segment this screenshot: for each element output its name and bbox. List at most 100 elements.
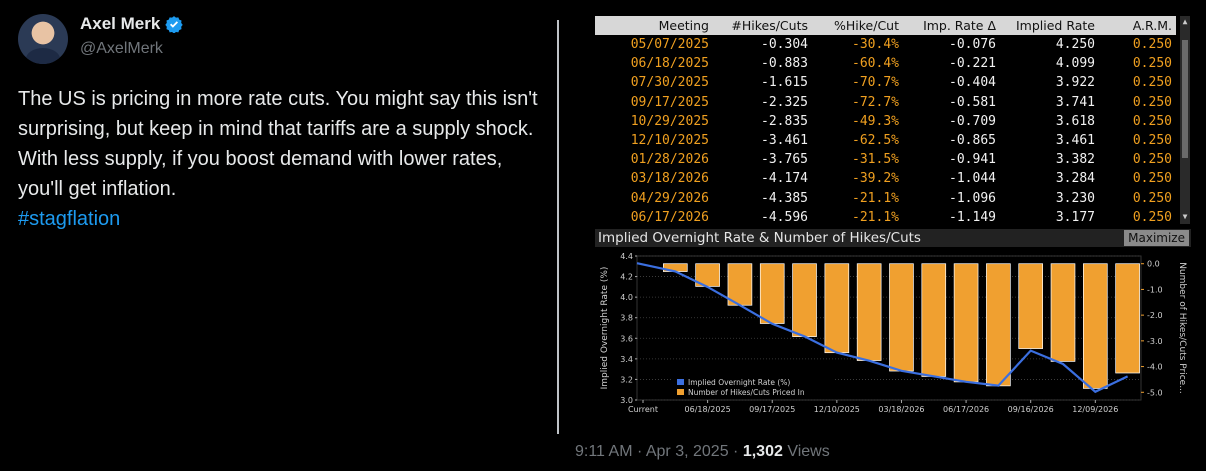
avatar[interactable] [18, 14, 68, 64]
table-cell: -4.596 [761, 209, 808, 225]
table-cell: -0.941 [949, 152, 996, 168]
table-cell: -21.1% [852, 190, 899, 206]
table-cell: 3.741 [1055, 94, 1095, 110]
column-header[interactable]: A.R.M. [1132, 18, 1172, 33]
column-header[interactable]: Imp. Rate Δ [923, 18, 996, 33]
table-cell: 0.250 [1132, 94, 1172, 110]
bar [1083, 263, 1108, 389]
y-right-tick-label: -1.0 [1147, 285, 1163, 294]
table-cell: 05/07/2025 [630, 37, 709, 53]
table-cell: -0.404 [949, 75, 996, 91]
hashtag-link[interactable]: #stagflation [18, 208, 121, 230]
table-cell: -3.765 [761, 152, 808, 168]
bar [953, 263, 979, 383]
table-cell: 3.618 [1055, 113, 1095, 129]
y-tick-label: 3.0 [620, 396, 633, 405]
y-right-axis-label: Number of Hikes/Cuts Price... [1177, 262, 1187, 394]
bar [824, 263, 850, 354]
table-cell: -39.2% [852, 171, 899, 187]
table-cell: 04/29/2026 [630, 190, 709, 206]
tweet-text: The US is pricing in more rate cuts. You… [18, 84, 538, 234]
scrollbar-thumb[interactable] [1182, 40, 1188, 158]
table-cell: -4.174 [761, 171, 808, 187]
tweet-date[interactable]: Apr 3, 2025 [645, 443, 729, 460]
table-row[interactable]: 12/10/2025 -3.461 -62.5% -0.865 3.461 0.250 [595, 131, 1176, 150]
table-cell: -1.096 [949, 190, 996, 206]
x-tick-label: 06/18/2025 [685, 405, 731, 414]
meta-separator: · [733, 443, 739, 460]
table-cell: 0.250 [1132, 113, 1172, 129]
y-tick-label: 3.4 [620, 355, 633, 364]
bar [759, 263, 785, 324]
scroll-up-icon[interactable]: ▲ [1182, 17, 1188, 26]
legend-swatch-line [677, 379, 684, 385]
y-right-tick-label: -5.0 [1147, 388, 1163, 397]
bar [986, 263, 1011, 387]
legend-label-line: Implied Overnight Rate (%) [688, 378, 790, 387]
y-tick-label: 3.2 [620, 375, 633, 384]
tweet-meta: 9:11 AM · Apr 3, 2025 · 1,302 Views [575, 443, 830, 461]
rates-table: 05/07/2025 -0.304 -30.4% -0.076 4.250 0.250 06… [595, 35, 1176, 226]
x-tick-label: 09/16/2026 [1008, 405, 1054, 414]
bar [792, 263, 817, 337]
column-header[interactable]: %Hike/Cut [834, 18, 899, 33]
column-header[interactable]: #Hikes/Cuts [731, 18, 808, 33]
views-count: 1,302 [742, 443, 783, 460]
table-row[interactable]: 06/18/2025 -0.883 -60.4% -0.221 4.099 0.250 [595, 54, 1176, 73]
table-cell: 03/18/2026 [630, 171, 709, 187]
table-row[interactable]: 01/28/2026 -3.765 -31.5% -0.941 3.382 0.250 [595, 150, 1176, 169]
table-cell: -31.5% [852, 152, 899, 168]
table-cell: 0.250 [1132, 209, 1172, 225]
bar [1050, 263, 1076, 362]
attached-image[interactable]: Meeting #Hikes/Cuts %Hike/Cut Imp. Rate Δ Im… [579, 14, 1194, 420]
views-label: Views [787, 443, 830, 460]
maximize-button[interactable]: Maximize [1124, 230, 1189, 246]
table-cell: -49.3% [852, 113, 899, 129]
scroll-down-icon[interactable]: ▼ [1182, 212, 1188, 221]
table-cell: -0.221 [949, 56, 996, 72]
table-cell: -3.461 [761, 133, 808, 149]
table-cell: 0.250 [1132, 37, 1172, 53]
table-cell: 0.250 [1132, 133, 1172, 149]
table-cell: -60.4% [852, 56, 899, 72]
table-cell: 06/17/2026 [630, 209, 709, 225]
y-tick-label: 3.6 [620, 334, 633, 343]
x-tick-label: 06/17/2026 [943, 405, 989, 414]
table-header: Meeting #Hikes/Cuts %Hike/Cut Imp. Rate Δ Im… [595, 16, 1176, 35]
bar [727, 263, 753, 306]
table-row[interactable]: 03/18/2026 -4.174 -39.2% -1.044 3.284 0.250 [595, 169, 1176, 188]
chart-titlebar: Implied Overnight Rate & Number of Hikes… [595, 229, 1191, 247]
table-row[interactable]: 06/17/2026 -4.596 -21.1% -1.149 3.177 0.250 [595, 208, 1176, 227]
verified-badge-icon [165, 16, 184, 33]
column-header[interactable]: Meeting [658, 18, 709, 33]
author-handle[interactable]: @AxelMerk [80, 40, 163, 57]
table-row[interactable]: 07/30/2025 -1.615 -70.7% -0.404 3.922 0.250 [595, 73, 1176, 92]
table-cell: 06/18/2025 [630, 56, 709, 72]
tweet-time[interactable]: 9:11 AM [575, 443, 633, 460]
meta-separator: · [636, 443, 643, 460]
x-tick-label: 03/18/2026 [878, 405, 924, 414]
table-cell: 4.099 [1055, 56, 1095, 72]
table-cell: -72.7% [852, 94, 899, 110]
author-name[interactable]: Axel Merk [80, 14, 161, 33]
y-tick-label: 4.4 [620, 252, 633, 261]
column-header[interactable]: Implied Rate [1015, 18, 1095, 33]
x-tick-label: 12/10/2025 [814, 405, 860, 414]
table-cell: 4.250 [1055, 37, 1095, 53]
chart-title: Implied Overnight Rate & Number of Hikes… [598, 230, 921, 246]
table-row[interactable]: 09/17/2025 -2.325 -72.7% -0.581 3.741 0.250 [595, 93, 1176, 112]
table-cell: -70.7% [852, 75, 899, 91]
table-row[interactable]: 10/29/2025 -2.835 -49.3% -0.709 3.618 0.250 [595, 112, 1176, 131]
table-cell: 3.922 [1055, 75, 1095, 91]
table-row[interactable]: 04/29/2026 -4.385 -21.1% -1.096 3.230 0.250 [595, 189, 1176, 208]
bar [921, 263, 947, 377]
table-row[interactable]: 05/07/2025 -0.304 -30.4% -0.076 4.250 0.250 [595, 35, 1176, 54]
table-cell: 07/30/2025 [630, 75, 709, 91]
y-right-tick-label: -4.0 [1147, 363, 1163, 372]
table-cell: 10/29/2025 [630, 113, 709, 129]
table-cell: -1.615 [761, 75, 808, 91]
y-tick-label: 4.2 [620, 273, 633, 282]
y-right-tick-label: 0.0 [1147, 260, 1160, 269]
table-cell: 01/28/2026 [630, 152, 709, 168]
y-tick-label: 3.8 [620, 314, 633, 323]
